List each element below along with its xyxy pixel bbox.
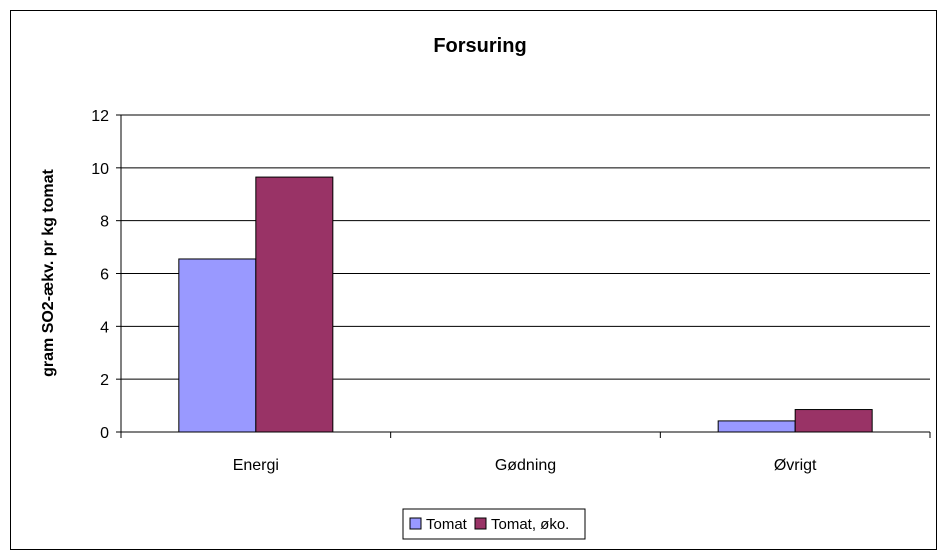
- axes: [116, 114, 931, 438]
- legend-swatch: [409, 517, 422, 530]
- legend-label: Tomat: [426, 516, 468, 533]
- x-category-label: Energi: [233, 457, 279, 474]
- y-tick-label: 0: [100, 425, 109, 442]
- bar-tomat-2: [717, 420, 796, 433]
- y-tick-label: 4: [100, 319, 109, 336]
- y-tick-label: 6: [100, 267, 109, 284]
- x-categories: Energi Gødning Øvrigt: [233, 457, 817, 474]
- y-tick-label: 8: [100, 214, 109, 231]
- y-ticks: 0 2 4 6 8 10 12: [91, 108, 109, 442]
- y-tick-label: 10: [91, 161, 109, 178]
- y-tick-label: 2: [100, 372, 109, 389]
- bar-tomat-ko--0: [255, 176, 334, 433]
- bar-tomat-0: [178, 258, 257, 433]
- x-category-label: Øvrigt: [774, 457, 817, 474]
- x-category-label: Gødning: [495, 457, 556, 474]
- y-axis-label: gram SO2-ækv. pr kg tomat: [40, 168, 57, 376]
- bars: [178, 176, 873, 433]
- bar-tomat-ko--2: [794, 409, 873, 433]
- chart-title: Forsuring: [433, 35, 526, 57]
- legend: Tomat Tomat, øko.: [402, 508, 586, 540]
- y-tick-label: 12: [91, 108, 109, 125]
- legend-box: [402, 508, 586, 540]
- legend-swatch: [474, 517, 487, 530]
- legend-label: Tomat, øko.: [491, 516, 569, 533]
- chart-frame: [10, 10, 937, 550]
